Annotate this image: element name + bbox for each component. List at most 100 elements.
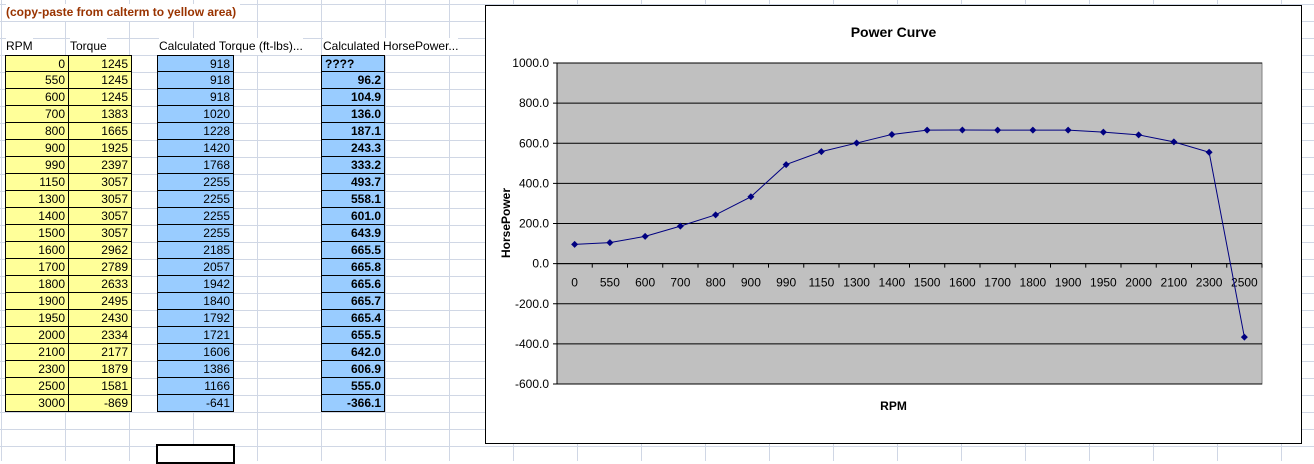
data-point [1205,148,1213,156]
calculated-torque-cell[interactable]: 1386 [157,361,234,378]
rpm-cell[interactable]: 2500 [5,378,69,395]
calculated-horsepower-cell[interactable]: 558.1 [321,191,385,208]
calculated-torque-cell[interactable]: 1942 [157,276,234,293]
torque-cell[interactable]: 2962 [68,242,132,259]
calculated-torque-cell[interactable]: 918 [157,72,234,89]
x-tick-label: 900 [741,276,761,290]
calculated-horsepower-cell[interactable]: 493.7 [321,174,385,191]
torque-cell[interactable]: 1245 [68,55,132,72]
calculated-torque-cell[interactable]: 1768 [157,157,234,174]
calculated-horsepower-cell[interactable]: 665.7 [321,293,385,310]
calculated-horsepower-cell[interactable]: 555.0 [321,378,385,395]
rpm-cell[interactable]: 990 [5,157,69,174]
calculated-horsepower-cell[interactable]: 665.4 [321,310,385,327]
header-calculated-horsepower[interactable]: Calculated HorsePower... [323,38,459,55]
x-tick-label: 990 [776,276,796,290]
rpm-cell[interactable]: 1600 [5,242,69,259]
rpm-cell[interactable]: 1400 [5,208,69,225]
calculated-torque-cell[interactable]: -641 [157,395,234,412]
calculated-horsepower-cell[interactable]: 601.0 [321,208,385,225]
torque-cell[interactable]: 2177 [68,344,132,361]
power-curve-chart[interactable]: Power Curve HorsePower RPM 1000.0 800.0 60… [485,5,1302,444]
torque-cell[interactable]: 1581 [68,378,132,395]
calculated-torque-cell[interactable]: 1721 [157,327,234,344]
rpm-cell[interactable]: 3000 [5,395,69,412]
rpm-cell[interactable]: 700 [5,106,69,123]
torque-cell[interactable]: 3057 [68,225,132,242]
torque-cell[interactable]: 1383 [68,106,132,123]
calculated-horsepower-cell[interactable]: 606.9 [321,361,385,378]
calculated-torque-cell[interactable]: 1792 [157,310,234,327]
calculated-torque-cell[interactable]: 1840 [157,293,234,310]
selected-cell[interactable] [156,444,235,464]
torque-cell[interactable]: 1245 [68,89,132,106]
rpm-cell[interactable]: 2300 [5,361,69,378]
rpm-cell[interactable]: 1800 [5,276,69,293]
header-rpm[interactable]: RPM [6,38,33,55]
rpm-cell[interactable]: 550 [5,72,69,89]
calculated-horsepower-cell[interactable]: 642.0 [321,344,385,361]
data-point [1240,333,1248,341]
torque-cell[interactable]: 1245 [68,72,132,89]
rpm-cell[interactable]: 1150 [5,174,69,191]
calculated-horsepower-cell[interactable]: ???? [321,55,385,72]
rpm-cell[interactable]: 600 [5,89,69,106]
torque-cell[interactable]: 3057 [68,174,132,191]
instruction-note: (copy-paste from calterm to yellow area) [6,4,241,21]
data-point [853,139,861,147]
calculated-torque-cell[interactable]: 1606 [157,344,234,361]
calculated-horsepower-cell[interactable]: 104.9 [321,89,385,106]
calculated-torque-cell[interactable]: 1420 [157,140,234,157]
calculated-horsepower-cell[interactable]: 665.8 [321,259,385,276]
rpm-cell[interactable]: 1900 [5,293,69,310]
rpm-cell[interactable]: 1950 [5,310,69,327]
torque-cell[interactable]: -869 [68,395,132,412]
calculated-torque-cell[interactable]: 2255 [157,208,234,225]
header-calculated-torque[interactable]: Calculated Torque (ft-lbs)... [159,38,303,55]
torque-cell[interactable]: 1925 [68,140,132,157]
torque-cell[interactable]: 2334 [68,327,132,344]
rpm-cell[interactable]: 0 [5,55,69,72]
torque-cell[interactable]: 3057 [68,208,132,225]
calculated-torque-cell[interactable]: 1166 [157,378,234,395]
rpm-cell[interactable]: 1700 [5,259,69,276]
torque-cell[interactable]: 2633 [68,276,132,293]
calculated-horsepower-cell[interactable]: 187.1 [321,123,385,140]
rpm-cell[interactable]: 1500 [5,225,69,242]
calculated-torque-cell[interactable]: 1228 [157,123,234,140]
calculated-torque-cell[interactable]: 2185 [157,242,234,259]
calculated-horsepower-cell[interactable]: 665.6 [321,276,385,293]
calculated-horsepower-cell[interactable]: 243.3 [321,140,385,157]
rpm-cell[interactable]: 2100 [5,344,69,361]
rpm-cell[interactable]: 2000 [5,327,69,344]
calculated-horsepower-cell[interactable]: -366.1 [321,395,385,412]
calculated-torque-cell[interactable]: 918 [157,89,234,106]
calculated-torque-cell[interactable]: 2255 [157,191,234,208]
rpm-cell[interactable]: 800 [5,123,69,140]
calculated-torque-cell[interactable]: 918 [157,55,234,72]
torque-cell[interactable]: 2495 [68,293,132,310]
torque-cell[interactable]: 1879 [68,361,132,378]
torque-cell[interactable]: 2789 [68,259,132,276]
calculated-horsepower-cell[interactable]: 665.5 [321,242,385,259]
rpm-cell[interactable]: 900 [5,140,69,157]
calculated-horsepower-cell[interactable]: 333.2 [321,157,385,174]
calculated-torque-cell[interactable]: 2057 [157,259,234,276]
x-tick-label: 1700 [984,276,1011,290]
calculated-torque-cell[interactable]: 2255 [157,225,234,242]
header-torque[interactable]: Torque [70,38,107,55]
calculated-horsepower-cell[interactable]: 96.2 [321,72,385,89]
calculated-horsepower-cell[interactable]: 655.5 [321,327,385,344]
rpm-cell[interactable]: 1300 [5,191,69,208]
torque-cell[interactable]: 2430 [68,310,132,327]
chart-plot: 1000.0 800.0 600.0 400.0 200.0 0.0 -200.0 -400.… [512,56,1263,391]
calculated-horsepower-cell[interactable]: 136.0 [321,106,385,123]
torque-cell[interactable]: 2397 [68,157,132,174]
data-point [1135,131,1143,139]
calculated-horsepower-cell[interactable]: 643.9 [321,225,385,242]
torque-cell[interactable]: 3057 [68,191,132,208]
y-tick-label: 1000.0 [512,56,549,70]
calculated-torque-cell[interactable]: 1020 [157,106,234,123]
torque-cell[interactable]: 1665 [68,123,132,140]
calculated-torque-cell[interactable]: 2255 [157,174,234,191]
